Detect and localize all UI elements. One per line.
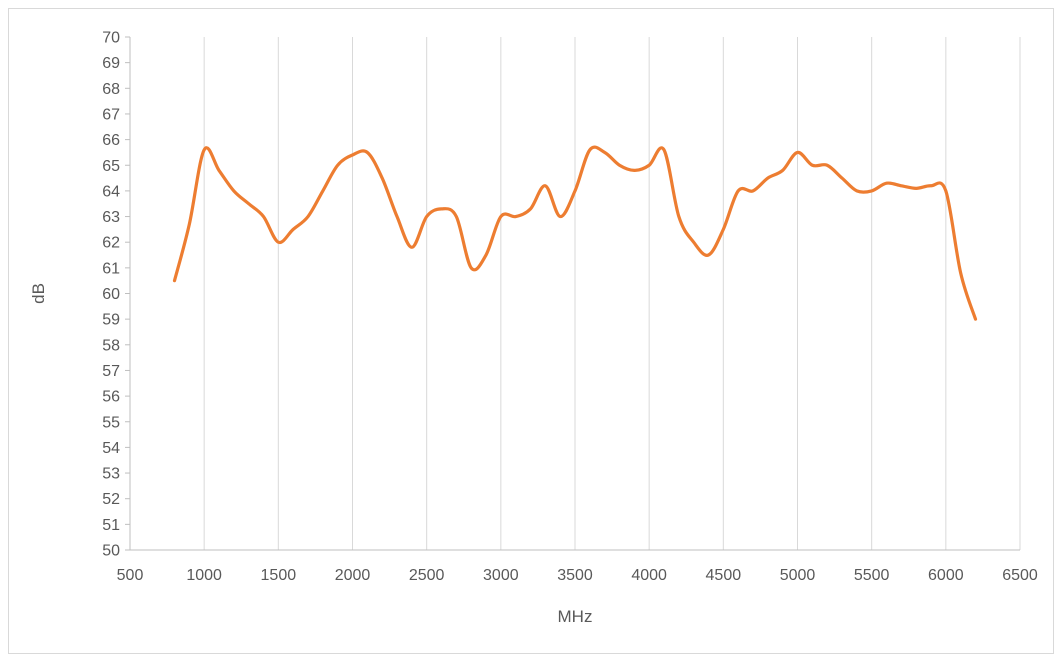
x-axis-title: MHz [558,607,593,626]
y-axis-title: dB [29,283,48,304]
y-tick-label: 70 [102,30,120,47]
x-tick-label: 2000 [335,567,371,584]
y-tick-label: 67 [102,106,120,123]
y-tick-label: 62 [102,235,120,252]
y-tick-label: 50 [102,543,120,560]
y-tick-label: 66 [102,132,120,149]
x-tick-label: 6500 [1002,567,1038,584]
x-tick-label: 5500 [854,567,890,584]
y-tick-label: 63 [102,209,120,226]
y-tick-label: 69 [102,55,120,72]
x-tick-label: 1000 [186,567,222,584]
y-tick-label: 52 [102,491,120,508]
axes [125,36,1020,551]
y-tick-label: 59 [102,312,120,329]
gridlines [203,37,1021,550]
x-tick-label: 1500 [261,567,297,584]
x-tick-label: 500 [117,567,144,584]
x-tick-label: 3500 [557,567,593,584]
y-tick-label: 61 [102,260,120,277]
x-tick-label: 5000 [780,567,816,584]
series-layer [172,145,978,321]
y-tick-label: 60 [102,286,120,303]
y-tick-label: 53 [102,466,120,483]
y-tick-labels: 50 51 52 53 54 55 56 57 58 59 60 61 62 63 64 65 66 67 68 69… [102,30,120,560]
x-tick-label: 6000 [928,567,964,584]
y-tick-label: 54 [102,440,120,457]
x-tick-label: 4000 [631,567,667,584]
y-tick-label: 56 [102,389,120,406]
y-tick-label: 51 [102,517,120,534]
y-tick-label: 65 [102,158,120,175]
x-tick-labels: 500 1000 1500 2000 2500 3000 3500 4000 4500 5000 5… [117,567,1038,584]
series-line [172,145,978,321]
y-tick-label: 55 [102,414,120,431]
x-tick-label: 3000 [483,567,519,584]
y-tick-label: 57 [102,363,120,380]
x-tick-label: 2500 [409,567,445,584]
line-chart: 50 51 52 53 54 55 56 57 58 59 60 61 62 63 64 65 66 67 68 69… [29,30,1038,627]
y-tick-label: 58 [102,337,120,354]
chart-frame: 50 51 52 53 54 55 56 57 58 59 60 61 62 63 64 65 66 67 68 69… [8,8,1054,654]
x-tick-label: 4500 [706,567,742,584]
y-tick-label: 64 [102,183,120,200]
y-tick-label: 68 [102,81,120,98]
